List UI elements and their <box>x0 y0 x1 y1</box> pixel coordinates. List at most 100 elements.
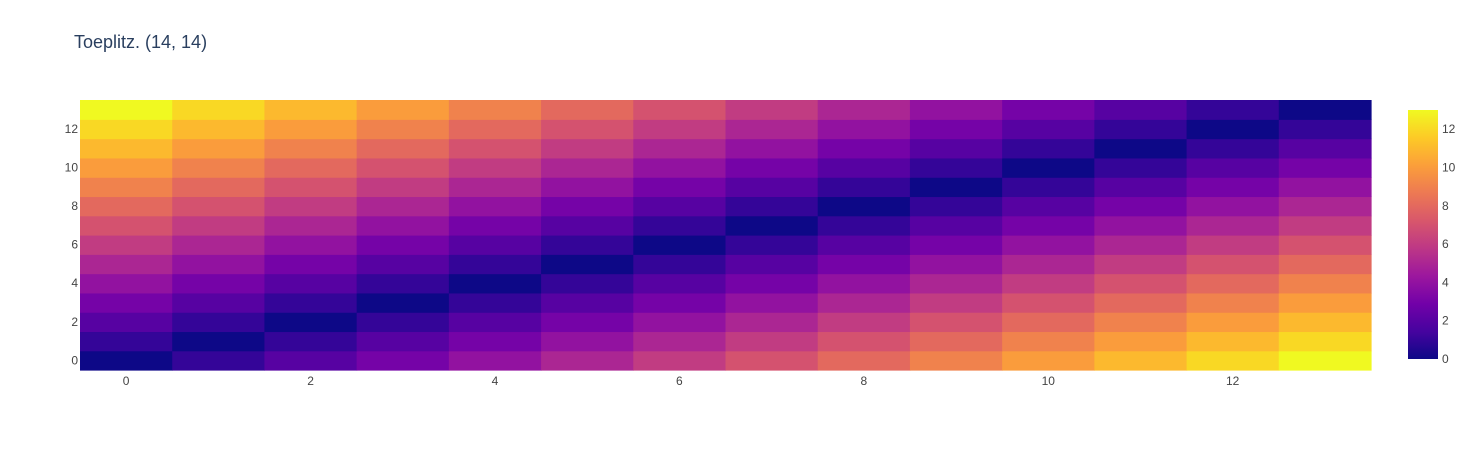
heatmap-cell-13-8 <box>817 100 911 120</box>
x-axis-ticks: 0 2 4 6 8 10 12 <box>123 374 1240 388</box>
heatmap-cell-6-3 <box>356 235 450 255</box>
heatmap-cell-11-13 <box>1278 138 1372 159</box>
colorbar-tick-label: 10 <box>1442 160 1456 174</box>
heatmap-cell-8-9 <box>909 196 1003 217</box>
heatmap-cell-8-13 <box>1278 196 1372 217</box>
y-tick-label: 4 <box>71 276 78 290</box>
heatmap-cell-4-3 <box>356 273 450 294</box>
heatmap-cell-3-0 <box>80 292 173 313</box>
heatmap-cell-13-13 <box>1278 100 1372 120</box>
heatmap-cell-0-5 <box>541 350 634 371</box>
heatmap-cell-2-4 <box>448 312 542 333</box>
heatmap-cell-13-3 <box>356 100 450 120</box>
heatmap-cell-6-9 <box>909 235 1003 255</box>
heatmap-cell-3-10 <box>1002 292 1095 313</box>
heatmap-cell-12-8 <box>817 119 911 140</box>
heatmap-cell-7-12 <box>1186 215 1280 236</box>
heatmap-cell-8-4 <box>448 196 542 217</box>
x-tick-label: 2 <box>307 374 314 388</box>
heatmap-cell-8-7 <box>725 196 819 217</box>
heatmap-cell-6-4 <box>448 235 542 255</box>
heatmap-cell-6-10 <box>1002 235 1095 255</box>
heatmap-cell-9-8 <box>817 177 911 198</box>
heatmap-cell-2-12 <box>1186 312 1280 333</box>
heatmap-cell-13-7 <box>725 100 819 120</box>
x-tick-label: 0 <box>123 374 130 388</box>
heatmap-cell-2-7 <box>725 312 819 333</box>
heatmap-cell-6-5 <box>541 235 634 255</box>
heatmap-cell-0-0 <box>80 350 173 371</box>
heatmap-cell-8-12 <box>1186 196 1280 217</box>
heatmap-cell-5-6 <box>633 254 727 275</box>
heatmap-cell-2-11 <box>1094 312 1188 333</box>
heatmap-cell-13-4 <box>448 100 542 120</box>
heatmap-cell-10-5 <box>541 157 634 178</box>
heatmap-cell-1-2 <box>264 331 358 352</box>
heatmap-cell-10-2 <box>264 157 358 178</box>
heatmap-cell-9-6 <box>633 177 727 198</box>
heatmap-cell-5-12 <box>1186 254 1280 275</box>
heatmap-cell-1-12 <box>1186 331 1280 352</box>
x-tick-label: 8 <box>860 374 867 388</box>
heatmap-cell-9-10 <box>1002 177 1095 198</box>
heatmap-cell-5-10 <box>1002 254 1095 275</box>
heatmap-cell-10-7 <box>725 157 819 178</box>
heatmap-cell-12-2 <box>264 119 358 140</box>
heatmap-cell-7-10 <box>1002 215 1095 236</box>
heatmap-cell-7-2 <box>264 215 358 236</box>
heatmap-cell-12-11 <box>1094 119 1188 140</box>
heatmap-cell-11-9 <box>909 138 1003 159</box>
heatmap-cell-11-10 <box>1002 138 1095 159</box>
heatmap-cell-10-11 <box>1094 157 1188 178</box>
heatmap-cell-3-13 <box>1278 292 1372 313</box>
heatmap-cell-3-3 <box>356 292 450 313</box>
heatmap-cell-3-9 <box>909 292 1003 313</box>
heatmap-cell-13-5 <box>541 100 634 120</box>
colorbar <box>1408 110 1438 359</box>
heatmap-cell-11-2 <box>264 138 358 159</box>
heatmap-cell-5-8 <box>817 254 911 275</box>
x-tick-label: 10 <box>1042 374 1056 388</box>
heatmap-cell-10-6 <box>633 157 727 178</box>
heatmap-cell-0-3 <box>356 350 450 371</box>
heatmap-cell-10-1 <box>172 157 266 178</box>
heatmap-cell-8-3 <box>356 196 450 217</box>
heatmap-cell-3-11 <box>1094 292 1188 313</box>
heatmap-cell-1-10 <box>1002 331 1095 352</box>
heatmap-cell-5-13 <box>1278 254 1372 275</box>
heatmap-cell-0-7 <box>725 350 819 371</box>
heatmap-cell-5-5 <box>541 254 634 275</box>
colorbar-tick-label: 0 <box>1442 352 1449 366</box>
heatmap-cell-0-9 <box>909 350 1003 371</box>
heatmap-cell-10-10 <box>1002 157 1095 178</box>
heatmap-cell-1-13 <box>1278 331 1372 352</box>
heatmap-cell-8-10 <box>1002 196 1095 217</box>
heatmap-cell-7-0 <box>80 215 173 236</box>
heatmap-cell-7-9 <box>909 215 1003 236</box>
heatmap-cell-12-12 <box>1186 119 1280 140</box>
heatmap-cell-10-4 <box>448 157 542 178</box>
heatmap-cell-3-7 <box>725 292 819 313</box>
heatmap-cell-10-0 <box>80 157 173 178</box>
heatmap-cell-6-12 <box>1186 235 1280 255</box>
y-tick-label: 2 <box>71 315 78 329</box>
heatmap-cell-4-9 <box>909 273 1003 294</box>
heatmap-cell-0-6 <box>633 350 727 371</box>
heatmap-cell-10-8 <box>817 157 911 178</box>
heatmap-cell-11-4 <box>448 138 542 159</box>
heatmap-cell-9-12 <box>1186 177 1280 198</box>
heatmap-cell-11-1 <box>172 138 266 159</box>
heatmap-cell-1-9 <box>909 331 1003 352</box>
heatmap-cell-4-0 <box>80 273 173 294</box>
heatmap-cell-2-9 <box>909 312 1003 333</box>
heatmap-cell-12-9 <box>909 119 1003 140</box>
heatmap-cell-1-7 <box>725 331 819 352</box>
heatmap-cell-9-9 <box>909 177 1003 198</box>
heatmap-cell-9-13 <box>1278 177 1372 198</box>
heatmap-cell-3-5 <box>541 292 634 313</box>
heatmap-cell-7-11 <box>1094 215 1188 236</box>
heatmap-cell-12-4 <box>448 119 542 140</box>
heatmap-cell-4-6 <box>633 273 727 294</box>
heatmap-cell-13-6 <box>633 100 727 120</box>
heatmap-cell-2-13 <box>1278 312 1372 333</box>
